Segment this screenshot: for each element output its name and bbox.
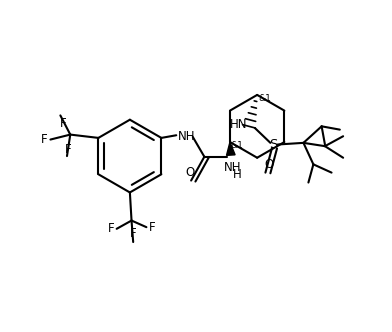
Text: &1: &1 (258, 94, 271, 103)
Text: F: F (130, 227, 136, 240)
Text: F: F (149, 221, 156, 234)
Text: F: F (107, 222, 114, 235)
Polygon shape (227, 142, 235, 155)
Text: O: O (264, 158, 273, 171)
Text: F: F (40, 133, 47, 146)
Text: HN: HN (230, 118, 248, 131)
Text: &1: &1 (231, 141, 244, 150)
Text: S: S (270, 138, 278, 151)
Text: F: F (65, 143, 72, 156)
Text: O: O (186, 166, 195, 179)
Text: NH: NH (224, 161, 242, 174)
Text: F: F (60, 117, 67, 130)
Text: NH: NH (178, 130, 196, 143)
Text: H: H (233, 168, 241, 181)
